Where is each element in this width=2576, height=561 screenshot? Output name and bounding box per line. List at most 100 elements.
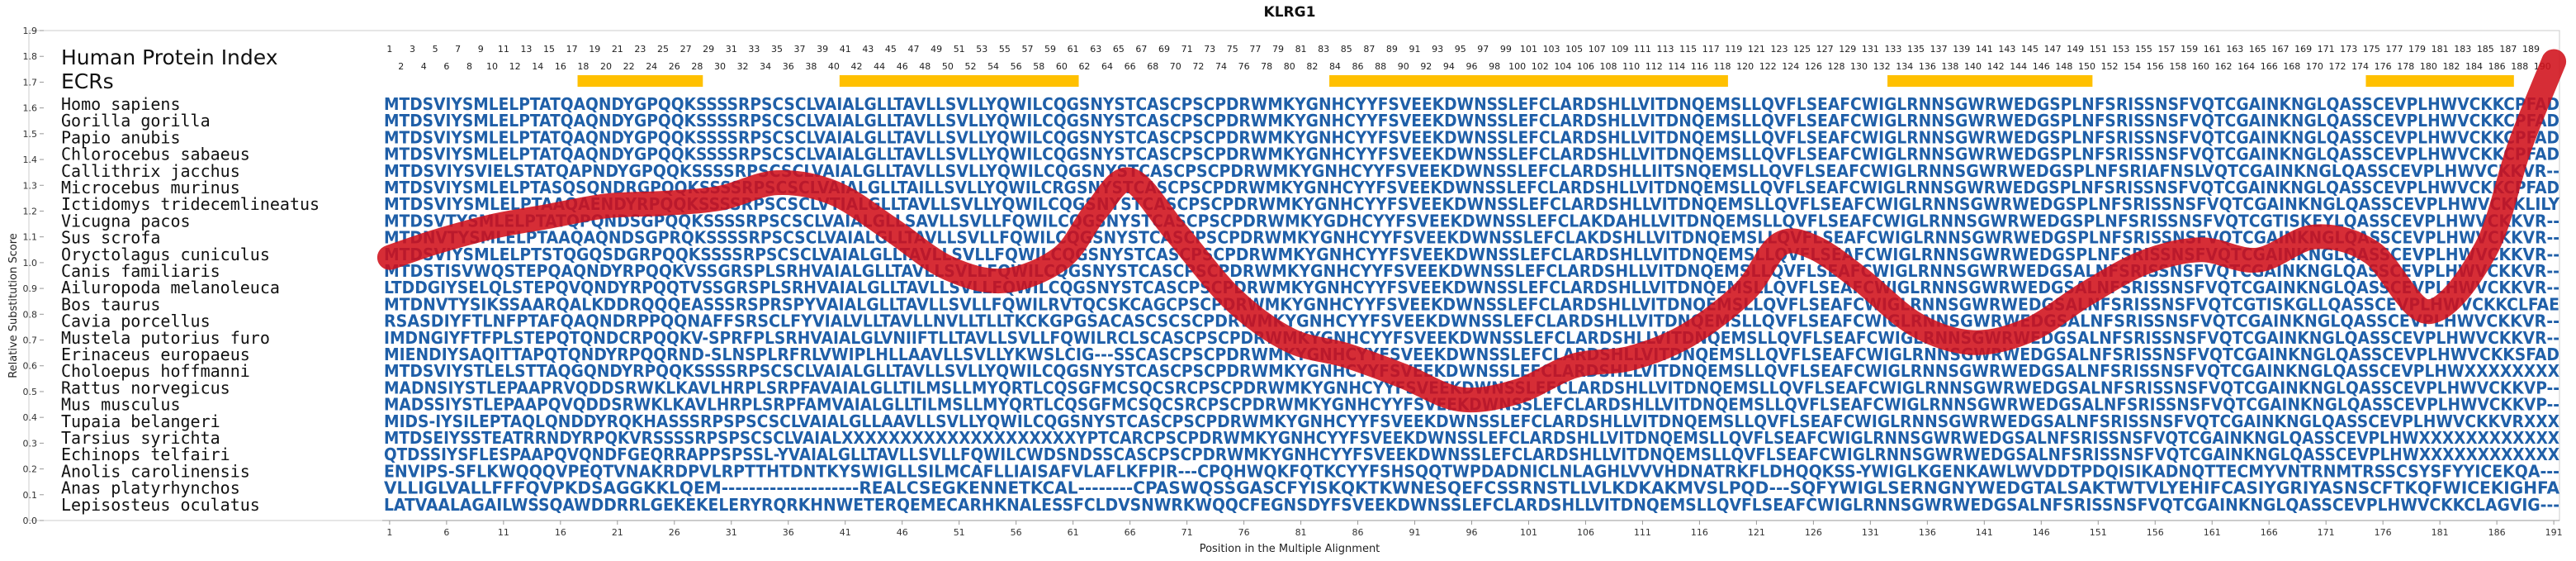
species-label: Mus musculus (61, 395, 181, 415)
column-number: 15 (543, 44, 555, 55)
column-number: 183 (2454, 44, 2471, 55)
column-number: 113 (1657, 44, 1674, 55)
y-tick-label: 1.8 (23, 51, 38, 62)
column-number: 61 (1068, 44, 1079, 55)
column-number: 83 (1318, 44, 1329, 55)
y-ticks: 0.0 0.1 0.2 0.3 0.4 0.5 0.6 0.7 0.8 0.9 1.0 1.1 1.2 1… (23, 26, 44, 526)
column-number: 17 (566, 44, 578, 55)
column-number: 174 (2351, 61, 2369, 72)
column-number: 85 (1341, 44, 1352, 55)
column-number: 63 (1090, 44, 1101, 55)
column-number: 8 (466, 61, 472, 72)
ecrs-label: ECRs (61, 69, 114, 93)
column-number: 58 (1033, 61, 1044, 72)
column-number: 39 (817, 44, 828, 55)
plot-frame (28, 30, 2560, 521)
column-number: 70 (1170, 61, 1181, 72)
column-number: 51 (954, 44, 965, 55)
column-number: 87 (1363, 44, 1375, 55)
column-number: 19 (589, 44, 600, 55)
column-number: 56 (1011, 61, 1022, 72)
column-number: 173 (2340, 44, 2357, 55)
y-tick-label: 1.6 (23, 103, 38, 114)
sequence-row: MTDSVTYSMLELPTATQPQNDSGPQQKSSSSRPSCSCLVA… (384, 211, 2559, 231)
column-number: 117 (1702, 44, 1720, 55)
column-number: 45 (885, 44, 897, 55)
x-axis-label: Position in the Multiple Alignment (1200, 543, 1380, 555)
column-number: 127 (1816, 44, 1834, 55)
column-number: 27 (680, 44, 692, 55)
column-number: 179 (2408, 44, 2426, 55)
x-tick-label: 96 (1466, 527, 1478, 538)
column-number: 14 (532, 61, 543, 72)
column-number: 116 (1691, 61, 1708, 72)
column-number: 52 (964, 61, 976, 72)
column-number: 162 (2215, 61, 2233, 72)
y-tick-label: 1.4 (23, 155, 38, 165)
x-tick-label: 191 (2545, 527, 2563, 538)
score-line (376, 49, 2567, 413)
y-axis-label: Relative Substitution Score (7, 233, 20, 378)
column-number: 140 (1964, 61, 1982, 72)
column-number: 177 (2385, 44, 2403, 55)
x-tick-label: 101 (1520, 527, 1537, 538)
column-number: 77 (1249, 44, 1261, 55)
column-number: 114 (1668, 61, 1685, 72)
ecr-bands (577, 75, 2514, 87)
sequence-row: QTDSSIYSFLESPAAPQVQNDFGEQRRAPPSPSSL-YVAI… (384, 445, 2560, 464)
column-number: 165 (2249, 44, 2266, 55)
ecr-band (2365, 75, 2514, 87)
column-number: 189 (2522, 44, 2540, 55)
column-number: 9 (478, 44, 484, 55)
column-number: 118 (1714, 61, 1731, 72)
species-label: Chlorocebus sabaeus (61, 145, 250, 164)
column-number: 86 (1352, 61, 1364, 72)
sequence-row: LATVAALAGAILWSSQAWDDRRLGEKEKELERYRQRKHNW… (384, 495, 2559, 515)
column-number: 55 (999, 44, 1011, 55)
y-tick-label: 0.9 (23, 283, 38, 294)
column-number: 82 (1306, 61, 1318, 72)
y-tick-label: 0.6 (23, 361, 38, 372)
column-number: 2 (398, 61, 404, 72)
species-label: Rattus norvegicus (61, 378, 230, 397)
column-number: 164 (2237, 61, 2255, 72)
column-number: 178 (2397, 61, 2414, 72)
x-tick-label: 11 (498, 527, 509, 538)
column-number: 141 (1976, 44, 1993, 55)
column-number: 53 (976, 44, 987, 55)
column-number: 24 (646, 61, 657, 72)
protein-index-label: Human Protein Index (61, 45, 278, 69)
ecr-band (839, 75, 1079, 87)
x-tick-label: 136 (1919, 527, 1936, 538)
y-tick-label: 0.8 (23, 309, 38, 320)
column-number: 144 (2010, 61, 2027, 72)
sequence-row: VLLIGLVALLFFFQVPKDSAGGKKLQEM------------… (384, 478, 2560, 498)
x-tick-label: 46 (897, 527, 908, 538)
column-number: 65 (1113, 44, 1125, 55)
column-number: 152 (2101, 61, 2119, 72)
column-number: 112 (1646, 61, 1663, 72)
species-label: Echinops telfairi (61, 445, 230, 464)
column-number: 21 (612, 44, 623, 55)
column-number: 75 (1227, 44, 1238, 55)
column-number: 102 (1532, 61, 1549, 72)
column-number: 59 (1044, 44, 1056, 55)
column-number: 20 (600, 61, 612, 72)
column-number: 158 (2169, 61, 2186, 72)
y-tick-label: 0.5 (23, 387, 38, 397)
x-tick-label: 71 (1181, 527, 1193, 538)
column-number: 119 (1725, 44, 1742, 55)
species-label: Gorilla gorilla (61, 111, 211, 131)
column-number: 68 (1147, 61, 1158, 72)
x-tick-label: 36 (783, 527, 794, 538)
column-number: 29 (703, 44, 714, 55)
column-number: 92 (1420, 61, 1432, 72)
column-numbers: 1 3 5 7 9 11 13 15 17 19 21 23 25 27 29 31 33 35 37 39 41 43 4… (386, 44, 2550, 72)
column-number: 156 (2147, 61, 2164, 72)
x-tick-label: 26 (669, 527, 680, 538)
column-number: 122 (1759, 61, 1777, 72)
ecr-band (1329, 75, 1728, 87)
column-number: 163 (2226, 44, 2243, 55)
column-number: 71 (1181, 44, 1193, 55)
sequence-row: IMDNGIYFTFPLSTEPQTQNDCRPQQKV-SPRFPLSRHVA… (384, 328, 2559, 348)
